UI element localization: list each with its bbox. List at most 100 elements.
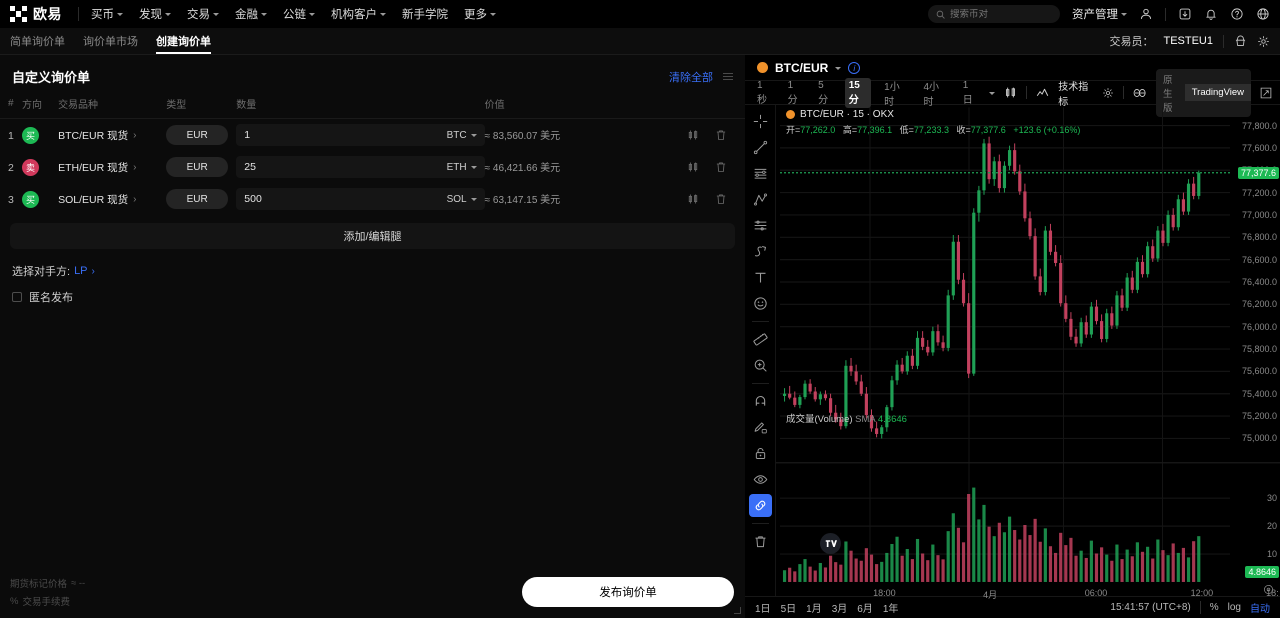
type-selector[interactable]: EUR <box>166 189 229 209</box>
clear-all-button[interactable]: 清除全部 <box>669 71 713 84</box>
timeframe-4h[interactable]: 4小时 <box>923 81 940 108</box>
timeframe-15m[interactable]: 15分 <box>844 77 872 108</box>
brush-icon[interactable] <box>749 240 772 263</box>
chevron-right-icon[interactable]: › <box>91 265 95 277</box>
info-icon[interactable]: i <box>848 61 861 74</box>
candlestick-icon[interactable] <box>687 161 699 173</box>
symbol-selector[interactable]: SOL/EUR 现货 › <box>58 192 166 207</box>
search-box[interactable] <box>928 5 1060 23</box>
emoji-icon[interactable] <box>749 292 772 315</box>
auto-scale-button[interactable]: 自动 <box>1250 604 1270 615</box>
indicator-icon[interactable] <box>1036 86 1049 99</box>
range-3m[interactable]: 3月 <box>831 604 848 615</box>
chart-plot[interactable]: BTC/EUR · 15 · OKX 开=77,262.0 高=77,396.1… <box>776 105 1280 600</box>
chart-settings-icon[interactable] <box>1102 87 1114 99</box>
quantity-input[interactable] <box>244 129 447 141</box>
publish-rfq-button[interactable]: 发布询价单 <box>522 577 734 607</box>
tradingview-logo[interactable] <box>820 533 841 554</box>
pitchfork-icon[interactable] <box>749 214 772 237</box>
counterparty-value[interactable]: LP <box>74 265 88 277</box>
timeframe-1d[interactable]: 1日 <box>962 79 973 106</box>
quantity-unit-selector[interactable]: ETH <box>447 162 477 173</box>
quantity-unit-selector[interactable]: BTC <box>447 130 477 141</box>
magnet-icon[interactable] <box>749 390 772 413</box>
fibonacci-icon[interactable] <box>749 188 772 211</box>
timeframe-1s[interactable]: 1秒 <box>757 79 767 106</box>
chevron-down-icon[interactable] <box>989 91 996 95</box>
tab-create-rfq[interactable]: 创建询价单 <box>156 28 211 54</box>
symbol-selector[interactable]: ETH/EUR 现货 › <box>58 160 166 175</box>
search-input[interactable] <box>950 8 1052 20</box>
quantity-unit-selector[interactable]: SOL <box>447 194 477 205</box>
direction-toggle-sell[interactable]: 卖 <box>22 158 40 176</box>
type-selector[interactable]: EUR <box>166 125 229 145</box>
nav-item-chain[interactable]: 公链 <box>283 6 315 22</box>
view-mode-tradingview[interactable]: TradingView <box>1184 84 1251 101</box>
pencil-lock-icon[interactable] <box>749 416 772 439</box>
timeframe-5m[interactable]: 5分 <box>818 79 829 106</box>
horizontal-lines-icon[interactable] <box>749 162 772 185</box>
price-axis[interactable]: 77,800.077,600.077,400.077,200.077,000.0… <box>1230 105 1280 596</box>
range-1m[interactable]: 1月 <box>806 604 822 615</box>
view-mode-native[interactable]: 原生版 <box>1163 74 1173 114</box>
drag-handle-icon[interactable] <box>723 73 733 80</box>
quantity-field[interactable]: ETH <box>236 156 485 178</box>
nav-item-buy-crypto[interactable]: 买币 <box>91 6 123 22</box>
anonymous-publish-toggle[interactable]: 匿名发布 <box>0 279 745 305</box>
ruler-icon[interactable] <box>749 328 772 351</box>
nav-item-discover[interactable]: 发现 <box>139 6 171 22</box>
link-icon[interactable] <box>748 494 772 517</box>
type-selector[interactable]: EUR <box>166 157 229 177</box>
user-icon[interactable] <box>1139 7 1153 21</box>
delete-row-icon[interactable] <box>715 161 727 173</box>
download-icon[interactable] <box>1178 7 1192 21</box>
chart-type-icon[interactable] <box>1004 86 1017 99</box>
resize-handle-icon[interactable] <box>734 607 741 614</box>
globe-icon[interactable] <box>1256 7 1270 21</box>
range-5d[interactable]: 5日 <box>780 604 797 615</box>
nav-item-finance[interactable]: 金融 <box>235 6 267 22</box>
range-1y[interactable]: 1年 <box>882 604 899 615</box>
reset-chart-icon[interactable] <box>1263 584 1274 595</box>
symbol-selector[interactable]: BTC/EUR 现货 › <box>58 128 166 143</box>
okx-logo[interactable]: 欧易 <box>10 4 62 24</box>
quantity-field[interactable]: SOL <box>236 188 485 210</box>
chevron-down-icon[interactable] <box>835 66 842 70</box>
indicators-button[interactable]: 技术指标 <box>1058 81 1089 108</box>
timeframe-1m[interactable]: 1分 <box>787 79 798 106</box>
timeframe-1h[interactable]: 1小时 <box>884 81 900 108</box>
direction-toggle-buy[interactable]: 买 <box>22 126 40 144</box>
anonymous-checkbox[interactable] <box>12 292 22 302</box>
quantity-field[interactable]: BTC <box>236 124 485 146</box>
log-scale-button[interactable]: log <box>1227 602 1241 613</box>
delete-row-icon[interactable] <box>715 193 727 205</box>
quantity-input[interactable] <box>244 161 447 173</box>
direction-toggle-buy[interactable]: 买 <box>22 190 40 208</box>
candlestick-icon[interactable] <box>687 129 699 141</box>
settings-icon[interactable] <box>1257 35 1270 48</box>
asset-management-menu[interactable]: 资产管理 <box>1072 6 1127 22</box>
text-icon[interactable] <box>749 266 772 289</box>
mode-icon[interactable] <box>1234 35 1247 48</box>
fullscreen-icon[interactable] <box>1260 87 1272 99</box>
help-icon[interactable] <box>1230 7 1244 21</box>
tab-simple-rfq[interactable]: 简单询价单 <box>10 28 65 54</box>
nav-item-academy[interactable]: 新手学院 <box>402 6 448 22</box>
candlestick-icon[interactable] <box>687 193 699 205</box>
trash-icon[interactable] <box>749 530 772 553</box>
delete-row-icon[interactable] <box>715 129 727 141</box>
nav-item-more[interactable]: 更多 <box>464 6 496 22</box>
trendline-icon[interactable] <box>749 136 772 159</box>
percent-scale-button[interactable]: % <box>1209 602 1219 613</box>
nav-item-trade[interactable]: 交易 <box>187 6 219 22</box>
add-edit-leg-button[interactable]: 添加/编辑腿 <box>10 223 735 249</box>
compare-icon[interactable] <box>1133 87 1147 99</box>
quantity-input[interactable] <box>244 193 447 205</box>
eye-icon[interactable] <box>749 468 772 491</box>
bell-icon[interactable] <box>1204 7 1218 21</box>
range-1d[interactable]: 1日 <box>755 604 771 615</box>
range-6m[interactable]: 6月 <box>857 604 873 615</box>
crosshair-icon[interactable] <box>749 110 772 133</box>
lock-icon[interactable] <box>749 442 772 465</box>
zoom-icon[interactable] <box>749 354 772 377</box>
